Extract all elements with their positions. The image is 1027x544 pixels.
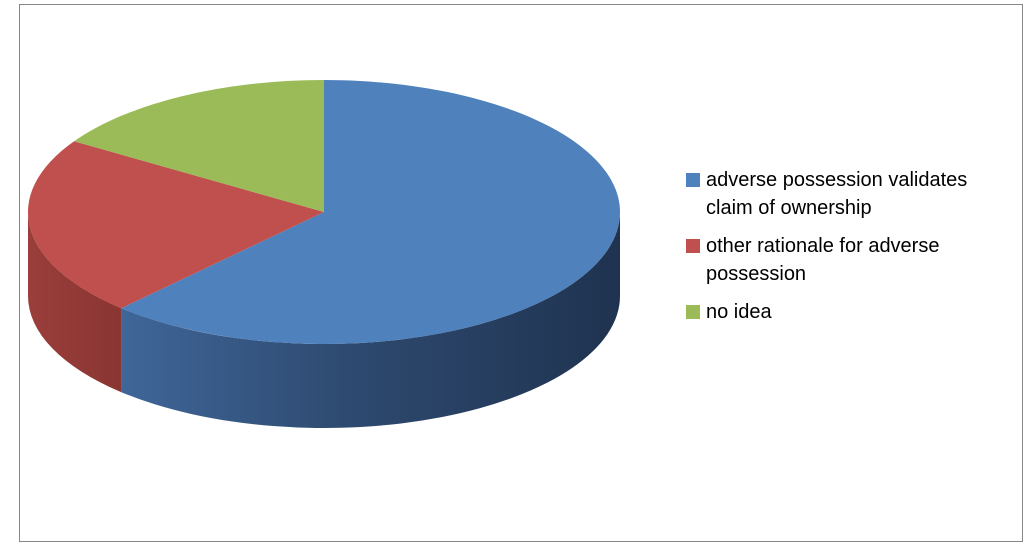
slice-validates-ownership-side [121, 212, 620, 428]
legend-swatch-green [686, 305, 700, 319]
legend-item-validates-ownership: adverse possession validates claim of ow… [686, 166, 1016, 222]
legend-swatch-red [686, 239, 700, 253]
legend-swatch-blue [686, 173, 700, 187]
slice-other-rationale [28, 141, 324, 309]
legend-label: no idea [706, 301, 772, 323]
legend: adverse possession validates claim of ow… [686, 166, 1016, 336]
slice-no-idea [74, 80, 324, 212]
legend-label: adverse possession validates claim of ow… [706, 169, 968, 219]
legend-label: other rationale for adverse possession [706, 235, 940, 285]
slice-other-rationale-side [28, 212, 122, 393]
legend-item-no-idea: no idea [686, 298, 1016, 326]
slice-validates-ownership [121, 80, 621, 344]
legend-item-other-rationale: other rationale for adverse possession [686, 232, 1016, 288]
